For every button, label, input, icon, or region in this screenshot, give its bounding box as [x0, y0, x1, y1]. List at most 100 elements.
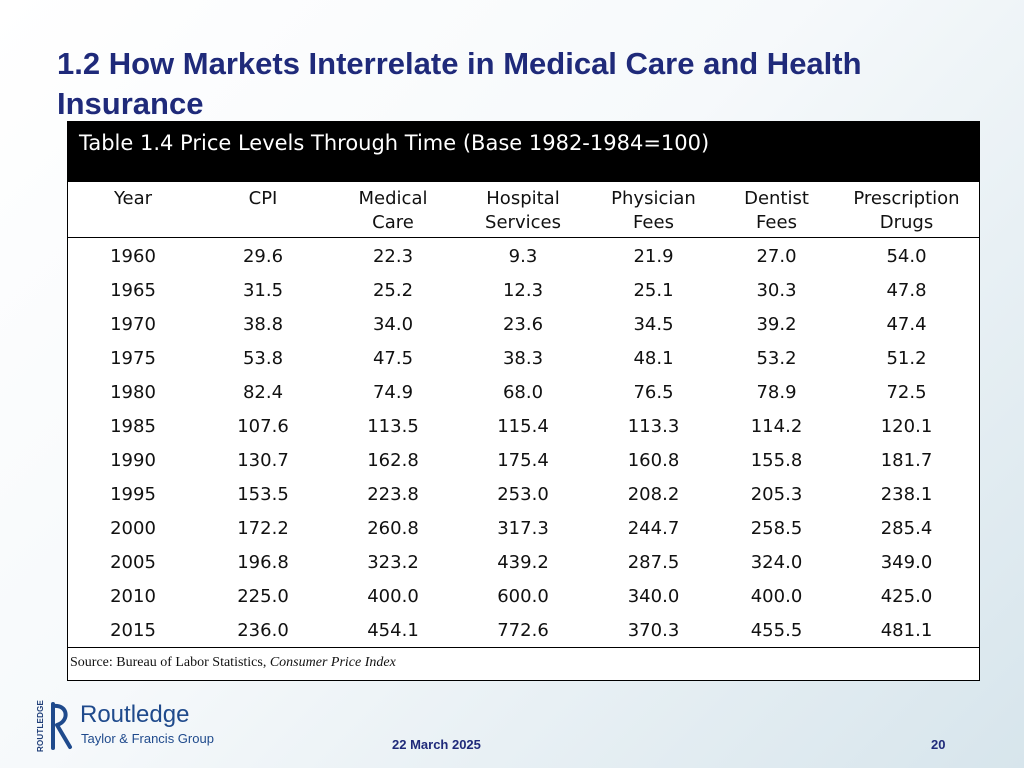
table-cell: 22.3 — [372, 245, 414, 267]
column-header: Physician Fees — [588, 182, 719, 238]
column-header: Medical Care — [328, 182, 458, 238]
column-header: CPI — [198, 182, 328, 238]
table-cell: 244.7 — [627, 517, 680, 539]
table-cell: 181.7 — [880, 449, 933, 471]
table-cell: 236.0 — [237, 619, 289, 641]
table-cell: 53.8 — [242, 347, 284, 369]
table-cell: 175.4 — [497, 449, 549, 471]
table-cell: 78.9 — [756, 381, 797, 403]
table-row: 2000 172.2 260.8 317.3 244.7 258.5 285.4 — [68, 512, 979, 546]
table-row: 1960 29.6 22.3 9.3 21.9 27.0 54.0 — [68, 237, 979, 274]
table-cell: 9.3 — [508, 245, 538, 267]
column-header: Prescription Drugs — [834, 182, 979, 238]
table-cell: 34.0 — [372, 313, 414, 335]
table-cell: 225.0 — [237, 585, 289, 607]
column-header-line: Hospital — [486, 188, 560, 209]
table-cell: 47.5 — [372, 347, 414, 369]
table-cell: 107.6 — [237, 415, 289, 437]
table-cell: 74.9 — [372, 381, 414, 403]
table-cell: 53.2 — [756, 347, 797, 369]
table-cell: 68.0 — [502, 381, 544, 403]
table-cell: 772.6 — [497, 619, 549, 641]
table-cell: 51.2 — [886, 347, 927, 369]
column-header-line: Medical — [358, 188, 428, 209]
table-cell: 38.3 — [502, 347, 544, 369]
table-cell: 47.8 — [886, 279, 927, 301]
logo-subtitle: Taylor & Francis Group — [81, 731, 214, 746]
price-table: Table 1.4 Price Levels Through Time (Bas… — [67, 121, 980, 681]
table-cell: 47.4 — [886, 313, 927, 335]
table-cell: 205.3 — [750, 483, 803, 505]
table-cell: 34.5 — [633, 313, 674, 335]
source-title: Consumer Price Index — [269, 655, 396, 670]
table-cell: 1985 — [110, 415, 156, 437]
table-cell: 349.0 — [880, 551, 933, 573]
table-cell: 285.4 — [880, 517, 933, 539]
routledge-logo: ROUTLEDGE Routledge Taylor & Francis Gro… — [36, 699, 226, 753]
table-cell: 113.3 — [627, 415, 680, 437]
table-row: 1970 38.8 34.0 23.6 34.5 39.2 47.4 — [68, 308, 979, 342]
column-header-line: Care — [372, 212, 414, 233]
table-row: 2015 236.0 454.1 772.6 370.3 455.5 481.1 — [68, 614, 979, 648]
table-cell: 370.3 — [627, 619, 680, 641]
routledge-r-icon — [51, 702, 72, 750]
table-cell: 39.2 — [756, 313, 797, 335]
table-cell: 29.6 — [242, 245, 284, 267]
table-cell: 2015 — [110, 619, 156, 641]
table-cell: 153.5 — [237, 483, 289, 505]
table-cell: 400.0 — [750, 585, 803, 607]
table-cell: 196.8 — [237, 551, 289, 573]
table-cell: 223.8 — [367, 483, 419, 505]
table-cell: 31.5 — [242, 279, 284, 301]
table-cell: 25.1 — [633, 279, 674, 301]
table-row: 1990 130.7 162.8 175.4 160.8 155.8 181.7 — [68, 444, 979, 478]
table-cell: 340.0 — [627, 585, 680, 607]
table-row: 1980 82.4 74.9 68.0 76.5 78.9 72.5 — [68, 376, 979, 410]
logo-name: Routledge — [80, 701, 190, 728]
column-header-line: Services — [485, 212, 561, 233]
table-cell: 260.8 — [367, 517, 419, 539]
column-header: Dentist Fees — [719, 182, 834, 238]
table-cell: 2000 — [110, 517, 156, 539]
table-cell: 23.6 — [502, 313, 544, 335]
table-cell: 1980 — [110, 381, 156, 403]
table-cell: 30.3 — [756, 279, 797, 301]
source-prefix: Source: Bureau of Labor Statistics, — [70, 655, 270, 670]
table-header-row: Year CPI Medical Care Hospital Services Physic… — [68, 182, 979, 238]
table-cell: 114.2 — [750, 415, 803, 437]
table-cell: 82.4 — [242, 381, 284, 403]
table-cell: 38.8 — [242, 313, 284, 335]
table-cell: 1960 — [110, 245, 156, 267]
table-cell: 27.0 — [756, 245, 797, 267]
footer-date: 22 March 2025 — [392, 737, 481, 752]
table-cell: 600.0 — [497, 585, 549, 607]
table-cell: 454.1 — [367, 619, 419, 641]
table-cell: 160.8 — [627, 449, 680, 471]
table-cell: 400.0 — [367, 585, 419, 607]
table-cell: 208.2 — [627, 483, 680, 505]
table-cell: 425.0 — [880, 585, 933, 607]
table-cell: 253.0 — [497, 483, 549, 505]
table-cell: 113.5 — [367, 415, 419, 437]
table-cell: 130.7 — [237, 449, 289, 471]
table-cell: 76.5 — [633, 381, 674, 403]
table-cell: 323.2 — [367, 551, 419, 573]
logo-side-text: ROUTLEDGE — [36, 699, 45, 753]
column-header-line: Physician — [611, 188, 696, 209]
column-header-line: CPI — [248, 188, 278, 209]
column-header-line: Drugs — [879, 212, 934, 233]
table-source: Source: Bureau of Labor Statistics, Cons… — [68, 647, 979, 680]
table-cell: 12.3 — [502, 279, 544, 301]
table-cell: 2010 — [110, 585, 156, 607]
table-cell: 1990 — [110, 449, 156, 471]
column-header-line: Fees — [633, 212, 674, 233]
table-cell: 72.5 — [886, 381, 927, 403]
table-cell: 317.3 — [497, 517, 549, 539]
page-number: 20 — [931, 737, 946, 752]
table-cell: 481.1 — [880, 619, 933, 641]
table-cell: 162.8 — [367, 449, 419, 471]
table-caption: Table 1.4 Price Levels Through Time (Bas… — [68, 122, 979, 182]
table-cell: 2005 — [110, 551, 156, 573]
table-cell: 1975 — [110, 347, 156, 369]
table-cell: 1965 — [110, 279, 156, 301]
